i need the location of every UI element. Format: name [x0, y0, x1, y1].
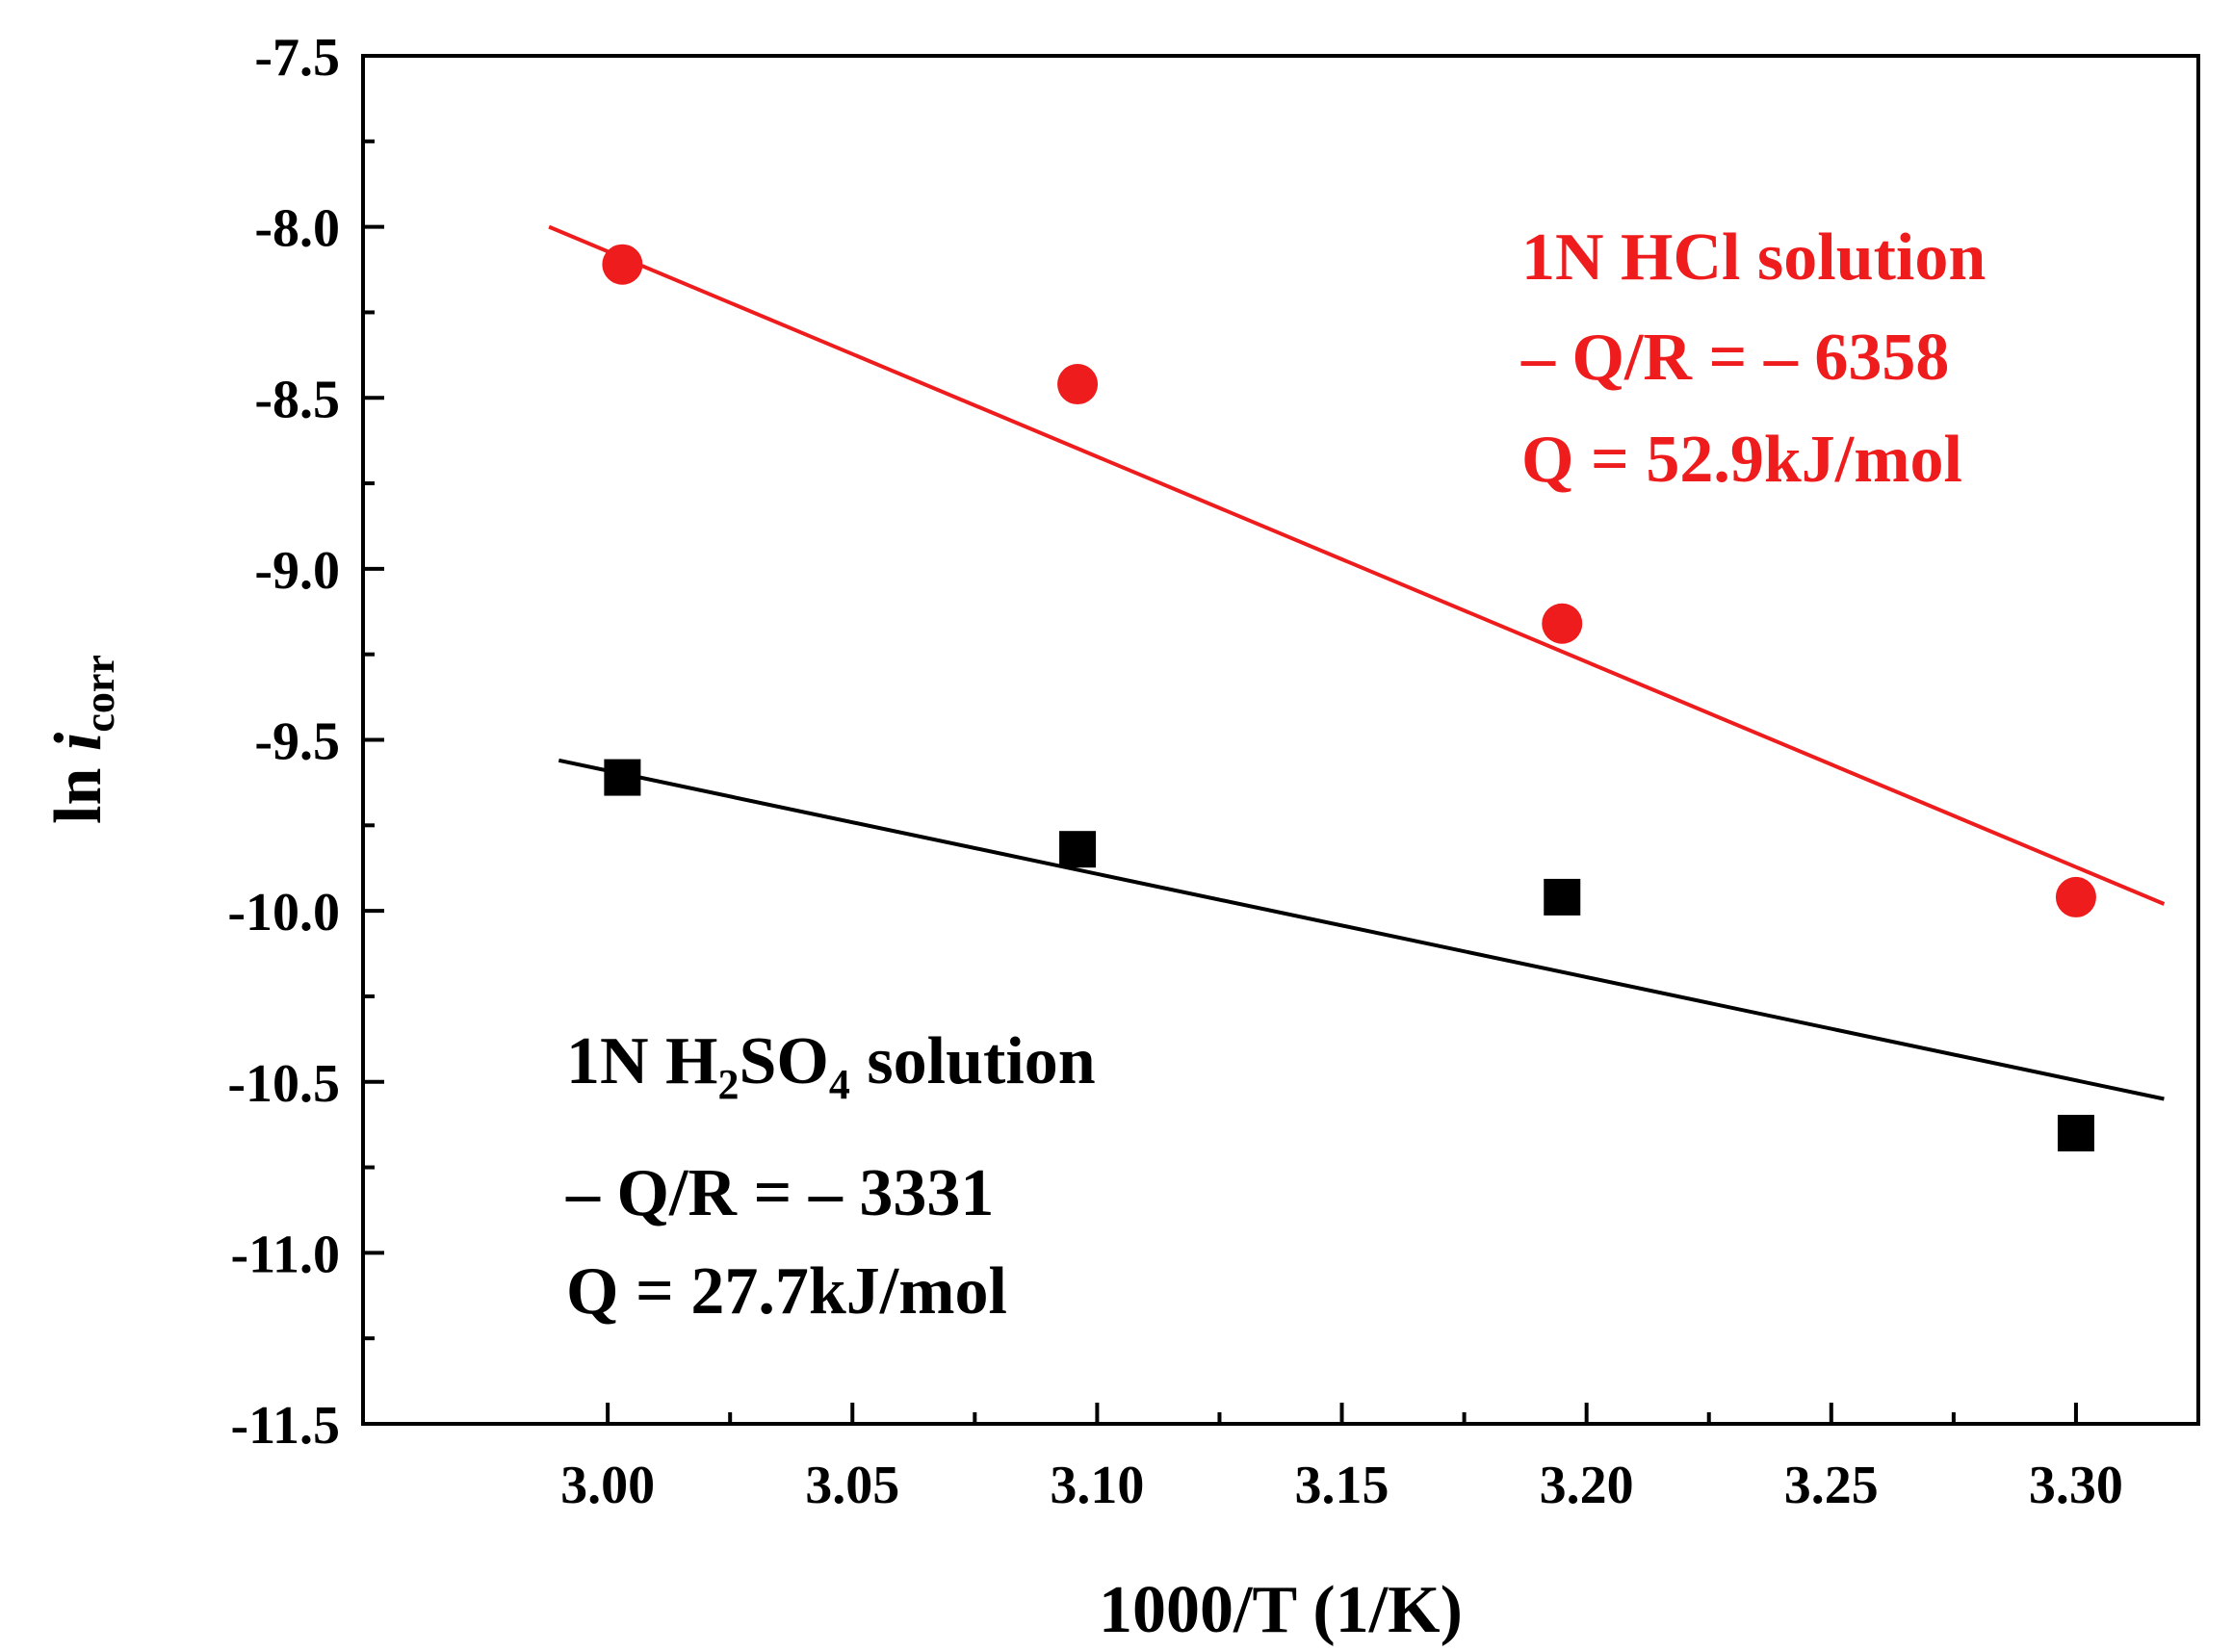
- hcl-annotation-line1: 1N HCl solution: [1521, 220, 1986, 295]
- x-tick-label: 3.20: [1540, 1456, 1634, 1515]
- h2so4-annotation: 1N H2SO4 solution – Q/R = – 3331 Q = 27.…: [565, 1024, 1096, 1329]
- h2so4-point: [2057, 1115, 2094, 1152]
- h2so4-line1-c: solution: [850, 1024, 1096, 1098]
- y-tick-label: -9.5: [254, 712, 340, 772]
- h2so4-line1-sub2: 4: [829, 1061, 850, 1108]
- x-tick-labels: 3.00 3.05 3.10 3.15 3.20 3.25 3.30: [560, 1456, 2123, 1515]
- hcl-annotation: 1N HCl solution – Q/R = – 6358 Q = 52.9k…: [1520, 220, 1986, 497]
- y-axis-title: ln icorr: [41, 655, 123, 824]
- y-axis-title-italic: i: [41, 732, 116, 751]
- y-tick-label: -8.0: [254, 199, 340, 259]
- y-tick-labels: -7.5 -8.0 -8.5 -9.0 -9.5 -10.0 -10.5 -11.0 -11.5: [227, 28, 340, 1456]
- y-tick-label: -9.0: [254, 541, 340, 601]
- x-tick-label: 3.15: [1295, 1456, 1389, 1515]
- hcl-point: [1542, 603, 1583, 644]
- h2so4-line1-a: 1N H: [566, 1024, 718, 1098]
- h2so4-annotation-line2: – Q/R = – 3331: [565, 1156, 994, 1230]
- h2so4-line1-sub1: 2: [718, 1061, 740, 1108]
- fit-line-h2so4: [558, 758, 2165, 1101]
- h2so4-line1-b: SO: [740, 1024, 829, 1098]
- hcl-point: [2055, 876, 2096, 917]
- y-tick-label: -11.0: [230, 1225, 340, 1284]
- x-tick-label: 3.00: [560, 1456, 655, 1515]
- y-axis-title-main: ln: [41, 751, 116, 824]
- axis-ticks: [363, 54, 2078, 1426]
- data-points: [602, 244, 2096, 1152]
- h2so4-point: [1059, 831, 1097, 868]
- y-axis-title-sub: corr: [76, 655, 123, 733]
- hcl-point: [1057, 364, 1099, 405]
- hcl-annotation-line2: – Q/R = – 6358: [1520, 321, 1949, 395]
- h2so4-annotation-line3: Q = 27.7kJ/mol: [566, 1254, 1007, 1329]
- x-axis-title: 1000/T (1/K): [1099, 1573, 1463, 1647]
- hcl-annotation-line3: Q = 52.9kJ/mol: [1521, 423, 1962, 497]
- h2so4-point: [604, 759, 641, 796]
- y-tick-label: -11.5: [230, 1396, 340, 1456]
- y-tick-label: -10.5: [227, 1054, 340, 1114]
- x-tick-label: 3.05: [805, 1456, 899, 1515]
- y-tick-label: -8.5: [254, 370, 340, 429]
- fit-lines: [548, 224, 2166, 1101]
- y-tick-label: -7.5: [254, 28, 340, 88]
- h2so4-annotation-line1: 1N H2SO4 solution: [566, 1024, 1096, 1108]
- y-tick-label: -10.0: [227, 883, 340, 942]
- hcl-point: [602, 244, 643, 285]
- h2so4-point: [1544, 878, 1581, 916]
- fit-line-hcl: [548, 224, 2166, 906]
- x-tick-label: 3.10: [1050, 1456, 1144, 1515]
- x-tick-label: 3.25: [1784, 1456, 1879, 1515]
- x-tick-label: 3.30: [2029, 1456, 2123, 1515]
